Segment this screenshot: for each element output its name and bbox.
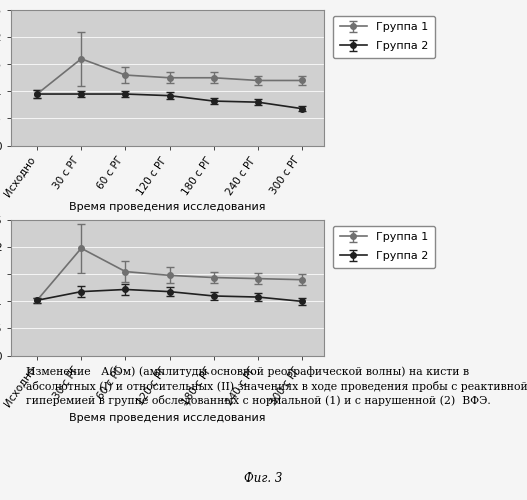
- Text: Фиг. 3: Фиг. 3: [245, 472, 282, 484]
- Legend: Группа 1, Группа 2: Группа 1, Группа 2: [333, 16, 435, 58]
- X-axis label: Время проведения исследования: Время проведения исследования: [69, 412, 266, 422]
- Text: Изменение   А(Ом) (амплитуды основной реографической волны) на кисти в
абсолютны: Изменение А(Ом) (амплитуды основной реог…: [26, 366, 527, 406]
- X-axis label: Время проведения исследования: Время проведения исследования: [69, 202, 266, 212]
- Legend: Группа 1, Группа 2: Группа 1, Группа 2: [333, 226, 435, 268]
